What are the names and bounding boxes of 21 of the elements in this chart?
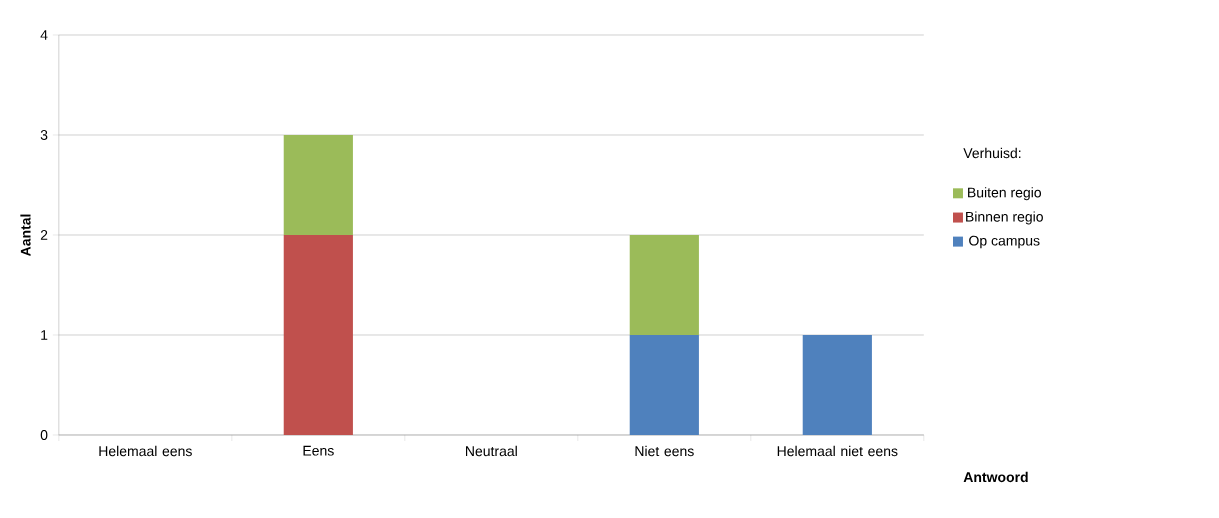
y-tick-label: 0 <box>40 430 48 440</box>
legend-title: Verhuisd: <box>963 147 1021 159</box>
bar <box>283 234 353 435</box>
x-tick-label: Helemaal eens <box>99 445 192 457</box>
y-tick-label: 3 <box>40 130 48 140</box>
y-tick-label: 2 <box>40 230 48 240</box>
y-tick-label: 1 <box>41 330 48 340</box>
bar <box>629 234 699 335</box>
y-tick-label: 4 <box>40 30 48 40</box>
y-axis-title: Aantal <box>20 214 31 257</box>
x-tick-label: Eens <box>303 445 334 456</box>
x-axis-title: Antwoord <box>963 471 1028 483</box>
bar <box>629 334 699 435</box>
bar <box>802 334 872 435</box>
legend-label: Op campus <box>969 235 1040 249</box>
x-tick-label: Niet eens <box>635 445 694 457</box>
legend-label: Buiten regio <box>968 187 1042 201</box>
x-tick-label: Helemaal niet eens <box>777 445 898 457</box>
x-tick-label: Neutraal <box>466 445 517 457</box>
legend-label: Binnen regio <box>966 211 1043 225</box>
bar <box>283 134 353 235</box>
